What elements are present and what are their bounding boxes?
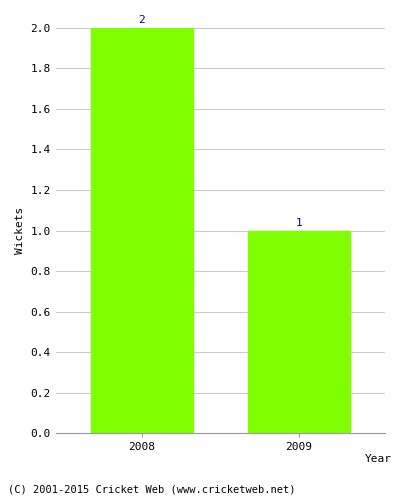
Text: 1: 1 — [295, 218, 302, 228]
X-axis label: Year: Year — [364, 454, 392, 464]
Text: (C) 2001-2015 Cricket Web (www.cricketweb.net): (C) 2001-2015 Cricket Web (www.cricketwe… — [8, 485, 296, 495]
Y-axis label: Wickets: Wickets — [15, 207, 25, 254]
Bar — [91, 28, 193, 433]
Bar — [248, 230, 350, 433]
Text: 2: 2 — [138, 15, 145, 25]
